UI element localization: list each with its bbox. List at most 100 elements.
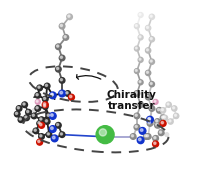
Circle shape bbox=[49, 113, 56, 119]
Circle shape bbox=[25, 116, 27, 118]
Circle shape bbox=[51, 93, 53, 96]
Circle shape bbox=[165, 133, 169, 136]
Circle shape bbox=[135, 114, 137, 116]
Circle shape bbox=[42, 96, 48, 102]
Circle shape bbox=[161, 109, 163, 111]
Circle shape bbox=[174, 113, 179, 119]
Circle shape bbox=[96, 126, 114, 144]
Circle shape bbox=[134, 124, 140, 130]
Circle shape bbox=[146, 26, 148, 28]
Circle shape bbox=[149, 37, 154, 42]
Circle shape bbox=[36, 94, 38, 96]
Circle shape bbox=[16, 106, 22, 111]
Circle shape bbox=[135, 46, 139, 51]
Circle shape bbox=[23, 103, 25, 105]
Circle shape bbox=[169, 120, 172, 123]
Circle shape bbox=[135, 70, 137, 71]
Circle shape bbox=[135, 47, 137, 49]
Circle shape bbox=[39, 134, 44, 139]
Circle shape bbox=[31, 113, 37, 119]
Circle shape bbox=[175, 114, 178, 118]
Circle shape bbox=[51, 135, 58, 142]
Circle shape bbox=[42, 102, 48, 108]
Circle shape bbox=[60, 56, 62, 58]
Circle shape bbox=[138, 13, 143, 17]
Circle shape bbox=[57, 123, 59, 126]
Circle shape bbox=[153, 136, 158, 141]
Circle shape bbox=[139, 138, 141, 141]
Circle shape bbox=[153, 141, 159, 147]
Circle shape bbox=[51, 94, 53, 96]
Circle shape bbox=[63, 35, 69, 40]
Circle shape bbox=[173, 107, 175, 109]
Circle shape bbox=[35, 106, 41, 111]
Circle shape bbox=[154, 142, 156, 144]
Circle shape bbox=[138, 80, 143, 85]
Circle shape bbox=[139, 58, 141, 60]
Circle shape bbox=[69, 95, 72, 98]
Circle shape bbox=[38, 86, 40, 88]
Circle shape bbox=[139, 128, 146, 134]
Circle shape bbox=[27, 116, 30, 119]
Circle shape bbox=[15, 112, 18, 114]
Circle shape bbox=[99, 129, 106, 136]
Circle shape bbox=[130, 134, 136, 139]
Circle shape bbox=[32, 114, 34, 116]
Circle shape bbox=[143, 134, 149, 139]
Circle shape bbox=[47, 114, 49, 116]
Circle shape bbox=[37, 121, 42, 126]
Circle shape bbox=[21, 103, 24, 106]
Circle shape bbox=[138, 102, 143, 108]
Circle shape bbox=[158, 108, 160, 111]
Circle shape bbox=[148, 122, 150, 124]
Circle shape bbox=[51, 127, 53, 130]
Circle shape bbox=[160, 108, 166, 113]
Circle shape bbox=[19, 118, 21, 120]
Circle shape bbox=[173, 107, 176, 110]
Circle shape bbox=[140, 129, 143, 131]
Circle shape bbox=[149, 14, 154, 19]
Circle shape bbox=[65, 91, 70, 96]
Circle shape bbox=[147, 117, 153, 122]
Circle shape bbox=[52, 136, 55, 139]
Circle shape bbox=[27, 110, 29, 113]
Circle shape bbox=[59, 55, 65, 61]
Circle shape bbox=[18, 117, 24, 122]
Circle shape bbox=[14, 111, 20, 117]
Circle shape bbox=[60, 79, 62, 81]
Circle shape bbox=[68, 15, 70, 17]
Circle shape bbox=[38, 122, 40, 124]
Circle shape bbox=[146, 71, 148, 73]
Circle shape bbox=[33, 128, 39, 134]
Circle shape bbox=[135, 125, 137, 128]
Circle shape bbox=[139, 81, 141, 83]
Circle shape bbox=[35, 93, 41, 98]
Circle shape bbox=[150, 15, 152, 17]
Circle shape bbox=[149, 82, 154, 87]
Circle shape bbox=[51, 114, 53, 117]
Circle shape bbox=[43, 97, 46, 99]
Circle shape bbox=[157, 108, 162, 113]
Circle shape bbox=[148, 117, 150, 120]
Circle shape bbox=[146, 135, 148, 137]
Circle shape bbox=[56, 44, 61, 50]
Circle shape bbox=[22, 102, 27, 108]
Circle shape bbox=[40, 123, 42, 126]
Circle shape bbox=[43, 105, 46, 107]
Circle shape bbox=[145, 70, 151, 76]
Circle shape bbox=[37, 139, 43, 145]
Circle shape bbox=[160, 115, 166, 121]
Circle shape bbox=[166, 102, 171, 107]
Circle shape bbox=[150, 60, 152, 62]
Circle shape bbox=[64, 36, 66, 38]
Circle shape bbox=[134, 113, 140, 119]
Circle shape bbox=[59, 90, 65, 97]
Circle shape bbox=[138, 57, 143, 62]
Circle shape bbox=[26, 109, 31, 115]
Circle shape bbox=[150, 107, 152, 109]
Circle shape bbox=[57, 45, 59, 47]
Circle shape bbox=[60, 24, 62, 27]
Circle shape bbox=[24, 115, 29, 121]
Circle shape bbox=[135, 24, 139, 29]
Circle shape bbox=[135, 92, 137, 94]
